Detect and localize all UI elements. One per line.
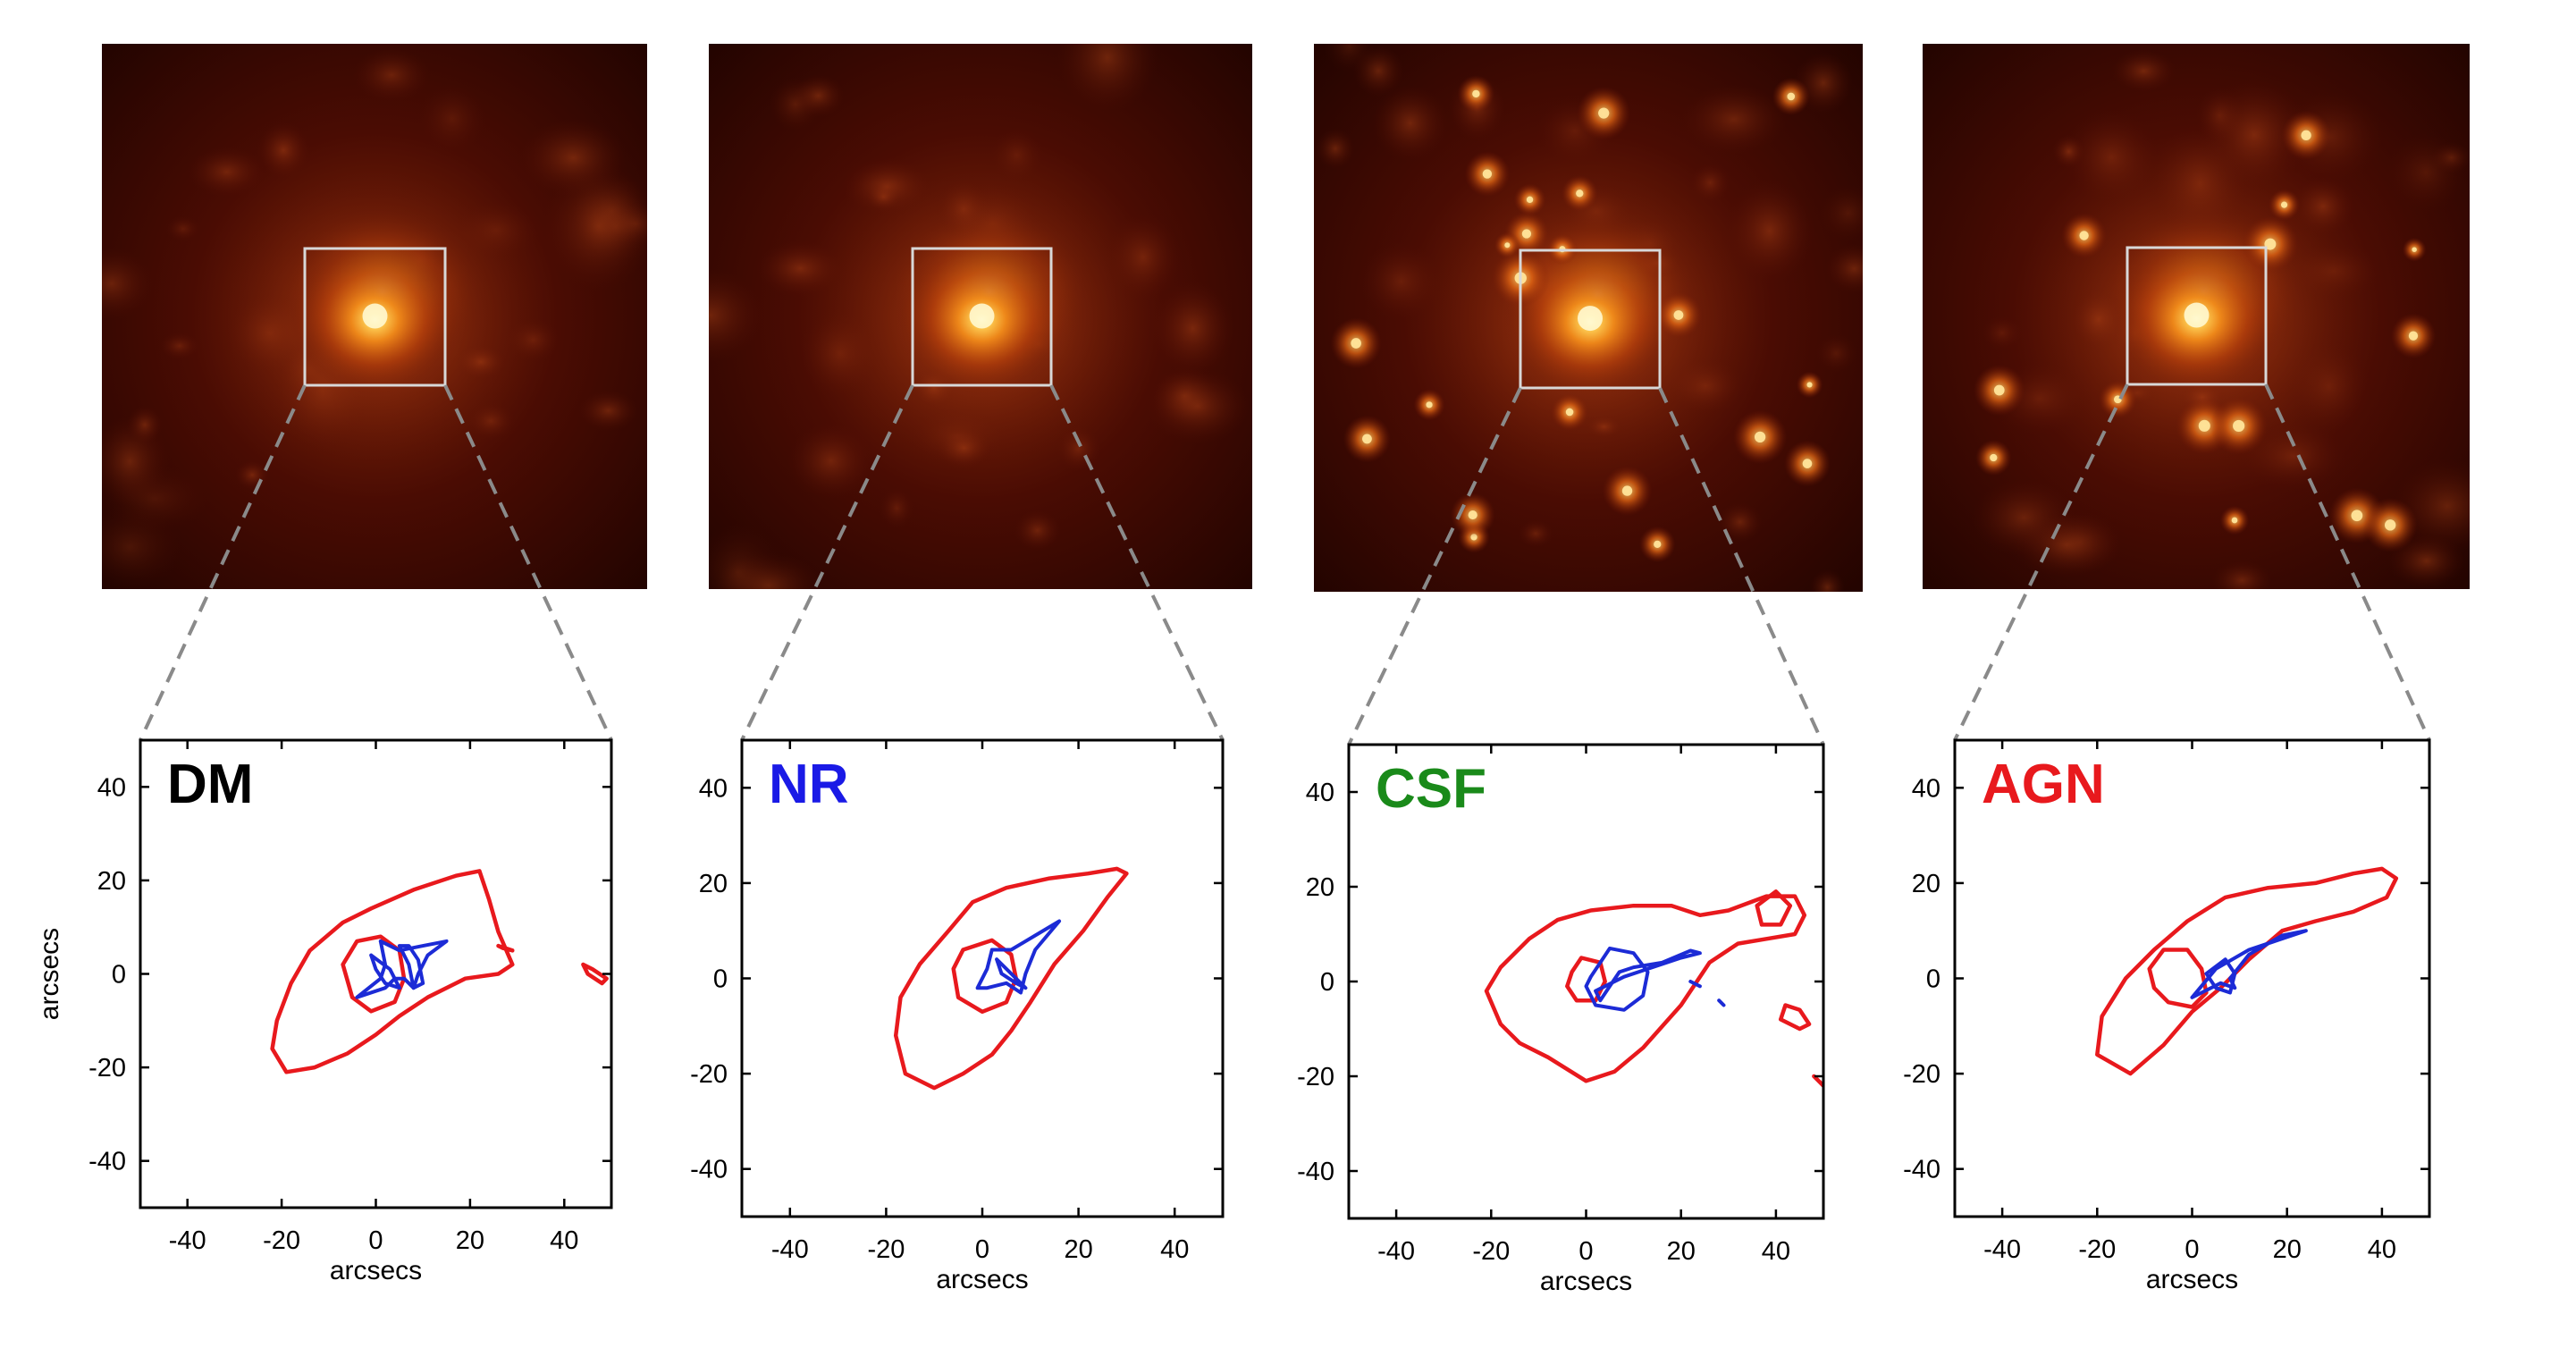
x-tick-label: -40: [1983, 1235, 2021, 1264]
x-tick-label: -20: [1472, 1237, 1510, 1266]
csf-simulation-image: [1314, 44, 1863, 592]
panel-label: DM: [167, 754, 253, 815]
galaxy-core: [1578, 306, 1603, 332]
zoom-connector-left: [139, 384, 307, 741]
lens-panel-dm: -40 -20 0 20 40 40 20 0 -20 -40 arcsecs arcsecs DM: [35, 738, 613, 1285]
y-tick-label: -20: [88, 1054, 126, 1083]
x-tick-label: 0: [368, 1226, 383, 1255]
y-tick-label: 20: [1912, 870, 1940, 898]
y-tick-label: 40: [97, 773, 126, 802]
y-tick-label: 40: [1912, 774, 1940, 803]
zoom-box: [1519, 249, 1662, 390]
y-tick-label: -40: [1297, 1158, 1334, 1186]
x-tick-label: -20: [867, 1235, 905, 1264]
x-axis-label: arcsecs: [2146, 1265, 2238, 1294]
x-tick-label: -20: [263, 1226, 300, 1255]
panel-label: NR: [769, 754, 849, 815]
y-tick-label: -20: [1903, 1060, 1940, 1089]
agn-simulation-image: [1923, 44, 2470, 589]
y-tick-label: -40: [690, 1156, 728, 1184]
y-tick-label: 20: [97, 867, 126, 896]
critical-curve: [270, 869, 515, 1074]
y-tick-label: -20: [1297, 1063, 1334, 1091]
x-tick-label: 20: [2273, 1235, 2302, 1264]
zoom-connector-right: [1049, 384, 1225, 741]
caustic-curve: [2190, 929, 2308, 999]
y-tick-label: -40: [1903, 1156, 1940, 1184]
x-tick-label: -40: [771, 1235, 809, 1264]
lens-panel-nr: -40 -20 0 20 40 40 20 0 -20 -40 arcsecs NR: [690, 738, 1225, 1294]
x-tick-label: 40: [550, 1226, 578, 1255]
x-tick-label: -40: [169, 1226, 206, 1255]
caustic-curve: [1594, 948, 1702, 1003]
nr-simulation-image: [709, 44, 1252, 589]
y-tick-label: 40: [1306, 779, 1334, 807]
critical-curve: [1812, 1074, 1823, 1088]
x-axis-label: arcsecs: [1540, 1267, 1632, 1296]
zoom-connector-right: [443, 384, 613, 741]
x-tick-label: 40: [2368, 1235, 2396, 1264]
galaxy-core: [969, 303, 995, 329]
x-tick-label: 40: [1160, 1235, 1189, 1264]
galaxy-core: [362, 303, 388, 329]
y-tick-label: 20: [1306, 873, 1334, 902]
critical-curve: [1565, 956, 1607, 1003]
zoom-connector-right: [2264, 383, 2431, 741]
y-tick-label: 0: [1926, 965, 1940, 994]
caustic-curve: [1584, 946, 1650, 1012]
critical-curve: [496, 943, 515, 953]
zoom-box: [911, 247, 1053, 387]
x-axis-label: arcsecs: [936, 1265, 1028, 1294]
zoom-connectors: [139, 383, 2431, 746]
x-tick-label: -20: [2078, 1235, 2116, 1264]
caustic-curve: [1688, 980, 1702, 989]
critical-curve: [2095, 866, 2399, 1076]
y-tick-label: 40: [699, 774, 728, 803]
zoom-connector-left: [1347, 387, 1522, 746]
y-tick-label: -40: [88, 1148, 126, 1176]
galaxy-core: [2184, 302, 2210, 328]
x-tick-label: -40: [1377, 1237, 1415, 1266]
zoom-box: [303, 247, 447, 387]
zoom-connector-left: [1953, 383, 2129, 741]
caustic-curve: [397, 944, 425, 990]
critical-curve: [893, 866, 1129, 1091]
y-tick-label: 0: [1320, 968, 1334, 997]
caustic-curve: [355, 939, 449, 999]
y-tick-label: 0: [713, 965, 728, 994]
x-tick-label: 0: [2185, 1235, 2199, 1264]
y-tick-label: -20: [690, 1060, 728, 1089]
zoom-connector-right: [1658, 387, 1825, 746]
y-tick-label: 0: [112, 961, 126, 990]
caustic-curve: [369, 953, 401, 990]
critical-curve: [2147, 948, 2209, 1009]
x-tick-label: 20: [1667, 1237, 1696, 1266]
x-tick-label: 0: [1578, 1237, 1593, 1266]
lens-panel-agn: -40 -20 0 20 40 40 20 0 -20 -40 arcsecs AGN: [1903, 738, 2431, 1294]
dm-simulation-image: [102, 44, 647, 589]
x-tick-label: 0: [975, 1235, 989, 1264]
critical-curve: [581, 962, 609, 986]
x-tick-label: 20: [1064, 1235, 1092, 1264]
caustic-curve: [995, 957, 1028, 990]
panel-label: CSF: [1376, 758, 1486, 820]
caustic-curve: [1717, 998, 1726, 1007]
critical-curve: [1484, 894, 1807, 1083]
simulation-images: [102, 44, 2470, 592]
x-axis-label: arcsecs: [330, 1256, 422, 1285]
x-tick-label: 20: [456, 1226, 484, 1255]
lens-panel-csf: -40 -20 0 20 40 40 20 0 -20 -40 arcsecs CSF: [1297, 743, 1825, 1296]
caustic-curve: [2204, 957, 2237, 995]
lens-panels: -40 -20 0 20 4040200-20-40arcsecsarcsecsDM-4…: [35, 738, 2431, 1296]
zoom-box: [2126, 246, 2268, 386]
panel-label: AGN: [1982, 754, 2105, 815]
critical-curve: [1755, 889, 1793, 927]
zoom-connector-left: [740, 384, 914, 741]
y-axis-label: arcsecs: [35, 928, 64, 1020]
x-tick-label: 40: [1762, 1237, 1790, 1266]
y-tick-label: 20: [699, 870, 728, 898]
critical-curve: [1778, 1003, 1812, 1032]
